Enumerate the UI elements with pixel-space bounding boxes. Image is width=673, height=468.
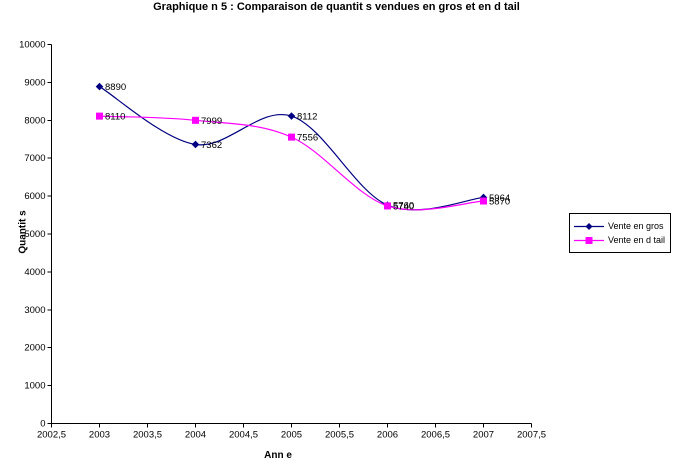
square-marker	[192, 116, 199, 124]
square-marker	[96, 112, 103, 120]
square-marker	[384, 202, 391, 210]
diamond-marker	[95, 82, 104, 91]
y-tick-label: 6000	[24, 191, 45, 202]
point-label: 8112	[297, 112, 317, 123]
x-tick-label: 2005	[281, 430, 302, 441]
series-line-vente-en-d-tail	[99, 115, 484, 211]
x-tick-label: 2007	[473, 430, 494, 441]
point-label: 5964	[489, 193, 510, 204]
legend-label-vente-en-detail: Vente en d tail	[608, 234, 666, 245]
series-vente-en-d-tail: 8110 7999 7556 5740 5870	[96, 112, 510, 212]
x-tick-label: 2004	[185, 430, 206, 441]
square-marker	[288, 133, 295, 141]
x-tick-label: 2005,5	[325, 430, 354, 441]
series-vente-en-gros: 8890 7362 8112 5760 5964	[95, 82, 510, 212]
series-line-vente-en-gros	[99, 86, 484, 211]
x-tick-label: 2003,5	[133, 430, 162, 441]
y-axis-title: Quantit s	[17, 210, 29, 254]
point-label: 5740	[393, 201, 414, 212]
legend-label-vente-en-gros: Vente en gros	[608, 220, 664, 231]
x-tick-label: 2006,5	[421, 430, 450, 441]
legend: Vente en gros Vente en d tail	[569, 213, 671, 253]
point-label: 8890	[105, 82, 126, 93]
y-tick-label: 0	[40, 419, 45, 430]
y-tick-label: 7000	[24, 153, 45, 164]
diamond-marker	[191, 140, 200, 149]
x-tick-label: 2003	[89, 430, 110, 441]
x-tick-label: 2002,5	[37, 430, 66, 441]
x-tick-label: 2004,5	[229, 430, 258, 441]
y-tick-label: 4000	[24, 267, 45, 278]
point-label: 7999	[201, 116, 222, 127]
y-tick-label: 5000	[24, 229, 45, 240]
y-tick-label: 1000	[24, 381, 45, 392]
point-label: 7362	[201, 140, 222, 151]
y-tick-label: 8000	[24, 115, 45, 126]
y-tick-label: 2000	[24, 343, 45, 354]
point-label: 5760	[393, 201, 414, 212]
point-label: 5870	[489, 197, 510, 208]
diamond-marker	[479, 193, 488, 202]
line-square-marker-icon	[574, 236, 604, 244]
y-tick-label: 3000	[24, 305, 45, 316]
diamond-marker-icon	[585, 222, 593, 230]
point-label: 7556	[297, 133, 318, 144]
line-diamond-marker-icon	[574, 222, 604, 230]
square-marker	[480, 197, 487, 205]
y-tick-label: 9000	[24, 77, 45, 88]
diamond-marker	[287, 112, 296, 120]
x-axis-title: Ann e	[264, 450, 292, 461]
point-label: 8110	[105, 112, 125, 123]
legend-item-vente-en-detail: Vente en d tail	[574, 234, 670, 247]
square-marker-icon	[585, 236, 593, 244]
chart-title: Graphique n 5 : Comparaison de quantit s…	[153, 1, 520, 13]
legend-item-vente-en-gros: Vente en gros	[574, 220, 670, 233]
x-tick-label: 2006	[377, 430, 398, 441]
y-tick-label: 10000	[19, 40, 45, 51]
x-tick-label: 2007,5	[517, 430, 546, 441]
